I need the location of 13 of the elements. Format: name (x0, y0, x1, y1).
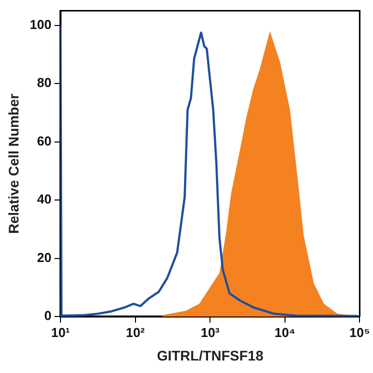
x-tick-label: 10⁵ (349, 324, 370, 340)
y-tick-label: 0 (44, 308, 52, 324)
y-axis-title: Relative Cell Number (5, 93, 22, 234)
y-tick-label: 40 (37, 192, 52, 207)
y-tick-label: 100 (30, 16, 52, 32)
x-tick-label: 10³ (200, 324, 220, 340)
x-tick-label: 10¹ (51, 324, 70, 340)
y-tick-label: 20 (37, 250, 52, 265)
x-tick-label: 10⁴ (274, 324, 296, 340)
x-tick-label: 10² (126, 324, 146, 340)
x-axis-title: GITRL/TNFSF18 (156, 347, 264, 364)
y-tick-label: 60 (37, 133, 52, 148)
y-tick-label: 80 (37, 75, 52, 90)
